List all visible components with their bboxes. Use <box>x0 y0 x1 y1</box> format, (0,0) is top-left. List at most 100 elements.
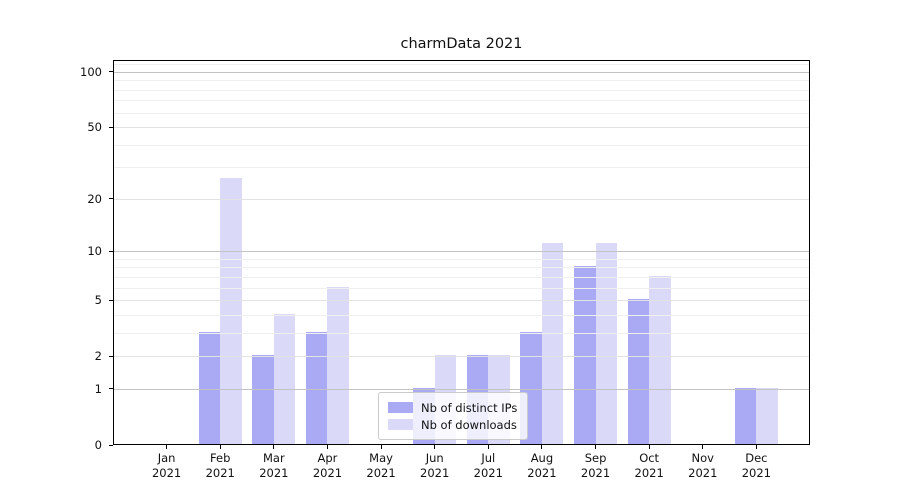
x-tick-year: 2021 <box>741 465 772 480</box>
x-tick-label: Nov 2021 <box>671 451 735 480</box>
y-tick-label: 50 <box>87 120 102 135</box>
y-tick-label: 2 <box>94 349 102 364</box>
x-tick-label: Aug 2021 <box>510 451 574 480</box>
x-tick-year: 2021 <box>151 465 182 480</box>
x-tick-month: Jun <box>425 451 444 465</box>
x-tick-month: Jan <box>157 451 176 465</box>
x-tick-month: Nov <box>691 451 714 465</box>
gridline-y-7 <box>114 276 809 278</box>
y-tick-label: 0 <box>94 438 102 452</box>
gridline-y-50 <box>114 127 809 129</box>
bar-distinct-ips <box>252 355 274 444</box>
legend-entry-downloads: Nb of downloads <box>388 416 517 433</box>
gridline-y-90 <box>114 80 809 82</box>
y-tick-mark <box>109 126 113 128</box>
x-tick-label: Jun 2021 <box>403 451 467 480</box>
legend: Nb of distinct IPs Nb of downloads <box>378 392 529 440</box>
x-tick-year: 2021 <box>580 465 611 480</box>
x-tick-mark <box>702 445 704 449</box>
bar-downloads <box>541 243 564 444</box>
x-tick-year: 2021 <box>634 465 664 480</box>
bar-distinct-ips <box>734 387 757 444</box>
x-tick-mark <box>487 445 489 449</box>
bar-distinct-ips <box>306 331 328 444</box>
gridline-y-80 <box>114 89 809 91</box>
gridline-y-60 <box>114 112 809 114</box>
legend-swatch-icon <box>388 419 413 430</box>
gridline-y-1 <box>114 388 809 390</box>
legend-swatch-icon <box>388 402 413 413</box>
chart-title: charmData 2021 <box>400 36 523 52</box>
gridline-y-100 <box>114 71 809 73</box>
y-tick-label: 10 <box>87 244 102 259</box>
bar-distinct-ips <box>198 331 221 444</box>
x-tick-month: Jul <box>481 451 496 465</box>
x-tick-label: Feb 2021 <box>188 451 252 480</box>
x-tick-year: 2021 <box>688 465 718 480</box>
x-tick-mark <box>326 445 328 449</box>
x-tick-month: Oct <box>639 451 660 465</box>
bar-distinct-ips <box>574 266 596 444</box>
x-tick-mark <box>219 445 221 449</box>
x-tick-mark <box>380 445 382 449</box>
bar-downloads <box>327 286 349 444</box>
y-tick-label: 1 <box>94 381 102 396</box>
y-tick-mark <box>109 355 113 357</box>
bar-downloads <box>273 313 296 444</box>
gridline-y-4 <box>114 314 809 316</box>
bar-downloads <box>756 387 778 444</box>
gridline-y-10 <box>114 251 809 253</box>
x-tick-mark <box>541 445 543 449</box>
gridline-y-110 <box>114 64 809 66</box>
x-tick-mark <box>166 445 168 449</box>
gridline-y-40 <box>114 144 809 146</box>
gridline-y-70 <box>114 100 809 102</box>
x-tick-label: Oct 2021 <box>617 451 681 480</box>
bar-downloads <box>595 243 617 444</box>
bar-downloads <box>649 275 671 444</box>
y-tick-label: 5 <box>94 293 102 308</box>
x-tick-month: Aug <box>530 451 554 465</box>
x-tick-year: 2021 <box>527 465 557 480</box>
gridline-y-9 <box>114 258 809 260</box>
x-tick-month: Sep <box>584 451 607 465</box>
x-tick-label: Jul 2021 <box>456 451 520 480</box>
y-tick-mark <box>109 388 113 390</box>
y-tick-mark <box>109 250 113 252</box>
x-tick-month: May <box>369 451 393 465</box>
x-tick-label: Apr 2021 <box>295 451 359 480</box>
x-tick-year: 2021 <box>312 465 343 480</box>
x-tick-mark <box>648 445 650 449</box>
x-tick-mark <box>434 445 436 449</box>
gridline-y-2 <box>114 356 809 358</box>
legend-entry-label: Nb of downloads <box>421 417 517 432</box>
y-tick-mark <box>109 71 113 73</box>
y-tick-label: 20 <box>87 191 102 206</box>
x-tick-year: 2021 <box>259 465 289 480</box>
x-tick-month: Mar <box>262 451 285 465</box>
x-tick-label: Mar 2021 <box>242 451 306 480</box>
x-tick-label: May 2021 <box>349 451 413 480</box>
x-tick-label: Jan 2021 <box>135 451 199 480</box>
gridline-y-6 <box>114 287 809 289</box>
x-tick-year: 2021 <box>420 465 450 480</box>
x-tick-label: Dec 2021 <box>724 451 788 480</box>
x-tick-month: Apr <box>317 451 338 465</box>
gridline-y-5 <box>114 300 809 302</box>
x-tick-month: Dec <box>745 451 768 465</box>
bar-distinct-ips <box>627 299 650 444</box>
gridline-y-20 <box>114 198 809 200</box>
gridline-y-30 <box>114 167 809 169</box>
y-tick-label: 100 <box>80 64 102 79</box>
x-tick-year: 2021 <box>205 465 235 480</box>
legend-entry-distinct-ips: Nb of distinct IPs <box>388 399 517 416</box>
x-tick-mark <box>595 445 597 449</box>
y-tick-mark <box>109 299 113 301</box>
y-tick-mark <box>109 444 113 446</box>
x-tick-label: Sep 2021 <box>564 451 628 480</box>
plot-area <box>113 60 810 445</box>
x-tick-mark <box>273 445 275 449</box>
x-tick-mark <box>755 445 757 449</box>
x-tick-year: 2021 <box>473 465 503 480</box>
